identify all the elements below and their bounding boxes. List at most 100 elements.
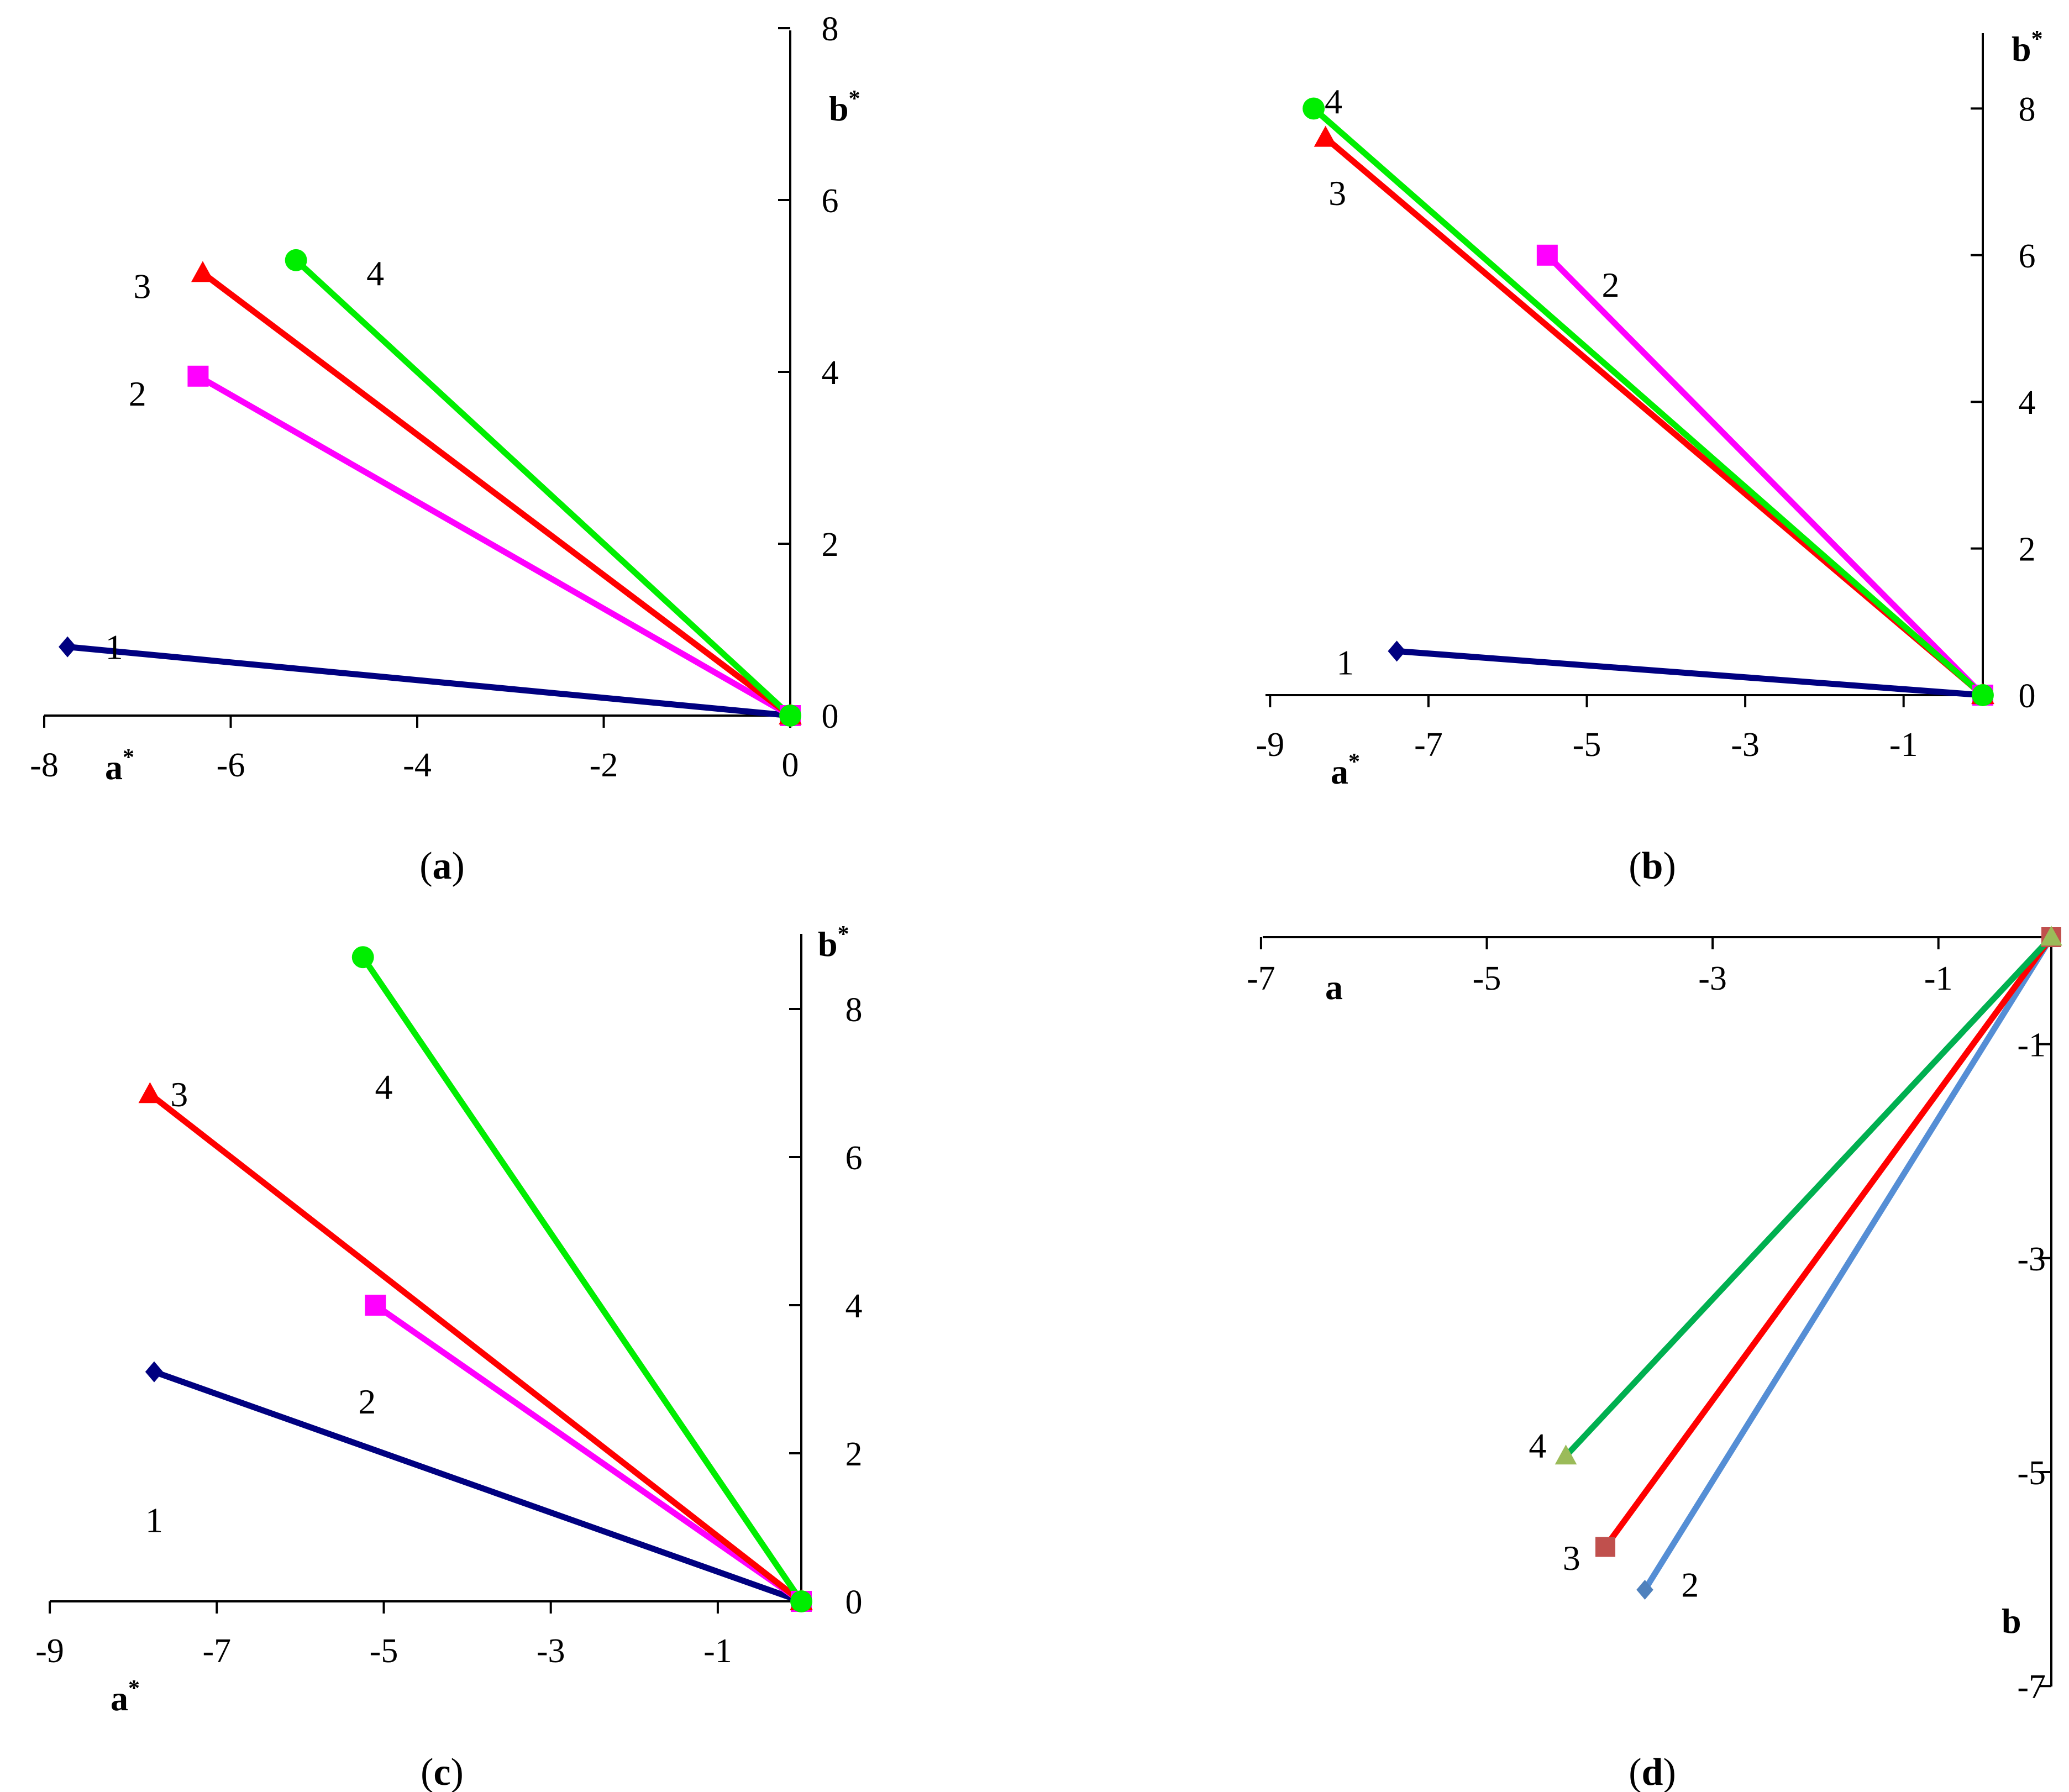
panel-b-series-4-point xyxy=(1972,684,1994,706)
panel-a-x-tick-label: -2 xyxy=(590,747,618,784)
panel-c-series-2-point xyxy=(365,1295,386,1316)
panel-c-x-tick-label: -7 xyxy=(202,1632,231,1670)
panel-d-x-axis-label: a xyxy=(1325,968,1343,1007)
panel-c-y-tick-label: 2 xyxy=(846,1436,863,1473)
panel-c-series-3-line xyxy=(146,1091,805,1605)
panel-d-x-tick-label: -1 xyxy=(1924,960,1953,997)
panel-c-series-4-label: 4 xyxy=(375,1068,393,1107)
panel-b-x-tick-label: -7 xyxy=(1414,726,1443,764)
panel-b-series-2-line xyxy=(1544,252,1986,698)
panel-c-series-3-point xyxy=(138,1082,162,1103)
panel-d-series-4-point xyxy=(2040,926,2062,946)
panel-a-series-4-label: 4 xyxy=(366,254,384,293)
panel-c-y-tick-label: 0 xyxy=(846,1584,863,1621)
panel-a-series-1-label: 1 xyxy=(106,628,123,667)
panel-d-series-4-point xyxy=(1555,1444,1577,1465)
panel-b: a* b* (b) -9 -7 -5 -3 -1 0 2 4 6 8 1 2 3 4 xyxy=(1256,27,2042,887)
panel-a-y-tick-label: 2 xyxy=(822,526,839,564)
panel-a-series-1-line xyxy=(64,644,794,719)
panel-c-x-tick-label: -1 xyxy=(703,1632,732,1670)
panel-b-series-3-label: 3 xyxy=(1328,174,1346,213)
panel-a-x-axis-label: a* xyxy=(105,745,134,787)
panel-b-x-tick-label: -9 xyxy=(1256,726,1284,764)
panel-a-y-tick-label: 0 xyxy=(822,698,839,735)
panel-c-x-tick-label: -9 xyxy=(35,1632,64,1670)
panel-b-y-axis-label: b* xyxy=(2012,27,2043,69)
panel-b-x-axis-label: a* xyxy=(1331,749,1360,791)
panel-d-series-2-point xyxy=(1636,1579,1653,1600)
panel-d-series-3-line xyxy=(1602,934,2055,1551)
panel-d-y-tick-label: -3 xyxy=(2017,1241,2046,1278)
panel-a-y-tick-label: 8 xyxy=(822,10,839,48)
panel-b-y-tick-label: 4 xyxy=(2019,384,2036,422)
panel-a-series-3-line xyxy=(199,270,794,719)
panel-c-series-4-line xyxy=(360,954,805,1605)
panel-d-x-tick-label: -5 xyxy=(1473,960,1501,997)
panel-c-x-tick-label: -3 xyxy=(537,1632,565,1670)
panel-b-series-4-point xyxy=(1303,97,1325,120)
panel-a-series-4-point xyxy=(285,249,307,271)
panel-d-series-3-label: 3 xyxy=(1563,1538,1580,1578)
panel-a-x-tick-label: -4 xyxy=(403,747,432,784)
panel-d-y-tick-label: -7 xyxy=(2017,1668,2046,1706)
panel-b-x-tick-label: -1 xyxy=(1889,726,1918,764)
panel-c: a* b* (c) -9 -7 -5 -3 -1 0 2 4 6 8 1 2 3 4 xyxy=(35,922,862,1792)
panel-d-series-3-point xyxy=(1595,1537,1616,1557)
panel-a-y-tick-label: 4 xyxy=(822,354,839,392)
panel-a: a* b* (a) -8 -6 -4 -2 00 2 4 6 8 1 2 3 4 xyxy=(30,10,860,887)
panel-a-series-2-label: 2 xyxy=(129,374,146,413)
panel-c-series-2-label: 2 xyxy=(358,1382,376,1421)
panel-c-x-axis-label: a* xyxy=(111,1676,140,1718)
panel-b-x-tick-label: -3 xyxy=(1731,726,1760,764)
panel-a-series-4-point xyxy=(779,705,801,727)
panel-c-series-2-line xyxy=(372,1302,805,1605)
panel-a-x-tick-label: -8 xyxy=(30,747,59,784)
panel-d-y-axis-label: b xyxy=(2002,1601,2021,1641)
panel-c-series-1-line xyxy=(151,1369,805,1605)
panel-b-series-2-label: 2 xyxy=(1601,265,1619,304)
panel-c-series-1-point xyxy=(145,1361,164,1383)
panel-a-x-tick-label: 0 xyxy=(782,747,799,784)
panel-d-series-4-line xyxy=(1563,934,2055,1459)
panel-b-x-tick-label: -5 xyxy=(1573,726,1601,764)
panel-a-series-2-line xyxy=(195,373,794,719)
panel-c-y-tick-label: 8 xyxy=(846,991,863,1029)
panel-d-series-2-line xyxy=(1642,934,2055,1593)
panel-b-y-tick-label: 6 xyxy=(2019,238,2036,275)
panel-a-y-axis-label: b* xyxy=(829,86,860,128)
panel-a-caption: (a) xyxy=(419,845,465,887)
panel-d-series-2-label: 2 xyxy=(1681,1565,1699,1604)
panel-c-y-tick-label: 6 xyxy=(846,1139,863,1177)
panel-b-series-1-line xyxy=(1394,648,1986,698)
panel-d-y-tick-label: -1 xyxy=(2017,1027,2046,1064)
panel-a-series-3-point xyxy=(191,261,214,282)
panel-c-y-axis-label: b* xyxy=(818,922,849,964)
panel-b-series-1-label: 1 xyxy=(1336,643,1354,682)
panel-a-series-3-label: 3 xyxy=(133,267,151,306)
panel-c-series-4-point xyxy=(790,1590,812,1612)
panel-c-caption: (c) xyxy=(421,1751,464,1792)
panel-b-series-3-point xyxy=(1314,125,1337,147)
panel-a-y-tick-label: 6 xyxy=(822,182,839,220)
panel-b-series-4-label: 4 xyxy=(1325,82,1342,121)
panel-d-caption: (d) xyxy=(1629,1751,1676,1792)
panel-b-series-1-point xyxy=(1388,640,1406,662)
panel-b-y-tick-label: 8 xyxy=(2019,91,2036,128)
panel-b-y-tick-label: 2 xyxy=(2019,531,2036,569)
panel-a-series-4-line xyxy=(293,257,794,719)
panel-a-x-tick-label: -6 xyxy=(217,747,245,784)
panel-b-y-tick-label: 0 xyxy=(2019,677,2036,715)
panel-d-x-tick-label: -7 xyxy=(1247,960,1275,997)
panel-c-x-tick-label: -5 xyxy=(370,1632,398,1670)
panel-b-series-2-point xyxy=(1536,244,1558,266)
panel-c-series-4-point xyxy=(351,946,374,969)
panel-b-series-4-line xyxy=(1310,105,1986,698)
panel-c-y-tick-label: 4 xyxy=(846,1287,863,1325)
panel-b-caption: (b) xyxy=(1629,845,1676,887)
panel-d: a b (d) -7 -5 -3 -1 -1 -3 -5 -7 2 3 4 xyxy=(1247,926,2062,1792)
panel-d-series-4-label: 4 xyxy=(1529,1426,1546,1465)
panel-a-series-1-point xyxy=(59,636,77,658)
panel-c-series-3-label: 3 xyxy=(170,1075,188,1114)
panel-d-y-tick-label: -5 xyxy=(2017,1454,2046,1492)
